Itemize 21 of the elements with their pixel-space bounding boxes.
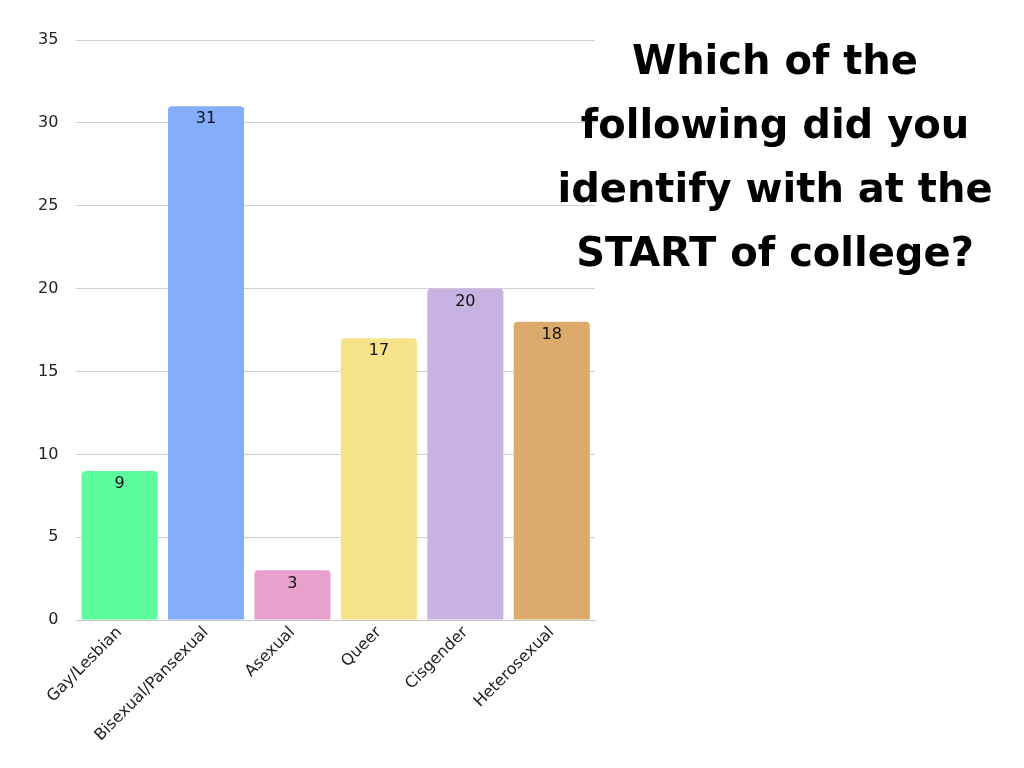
data-label: 18 xyxy=(541,323,562,343)
bar xyxy=(167,106,245,620)
y-tick-label: 0 xyxy=(48,609,59,629)
bar xyxy=(513,321,590,620)
y-tick-label: 35 xyxy=(38,29,59,49)
y-tick-label: 20 xyxy=(38,277,59,297)
bar xyxy=(254,570,331,620)
data-label: 31 xyxy=(195,108,217,128)
bar xyxy=(340,338,417,620)
bar xyxy=(427,288,504,620)
text: Which of the following did you identify with at the START of college? xyxy=(556,36,994,277)
bar xyxy=(81,470,158,620)
data-label: 9 xyxy=(114,473,125,493)
data-label: 20 xyxy=(455,290,476,310)
y-tick-label: 15 xyxy=(38,360,59,380)
y-tick-label: 10 xyxy=(38,443,59,463)
y-tick-label: 5 xyxy=(48,526,59,546)
data-label: 17 xyxy=(368,340,390,360)
y-tick-label: 25 xyxy=(38,194,59,214)
y-tick-label: 30 xyxy=(38,112,59,132)
data-label: 3 xyxy=(287,572,298,592)
